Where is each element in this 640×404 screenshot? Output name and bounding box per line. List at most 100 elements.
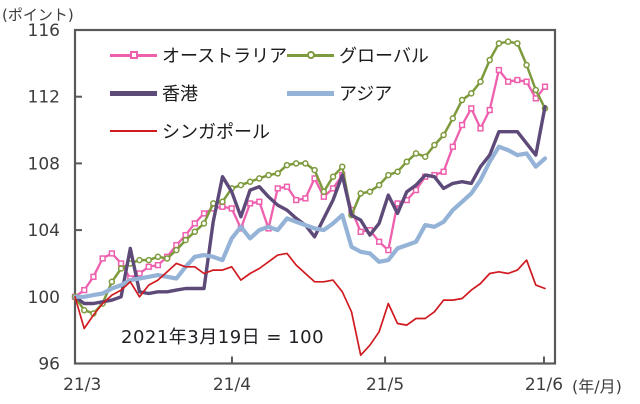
series-marker-australia: [108, 250, 116, 257]
legend-swatch-asia: [287, 85, 334, 101]
x-tick-label: 21/5: [366, 375, 404, 395]
series-marker-global: [495, 40, 503, 47]
series-marker-australia: [182, 231, 189, 239]
series-marker-australia: [458, 121, 466, 129]
series-marker-global: [514, 40, 521, 47]
series-marker-global: [523, 61, 530, 69]
series-marker-global: [108, 278, 116, 286]
legend: オーストラリア グローバル 香港 アジア シンガポール: [110, 41, 429, 145]
series-marker-global: [145, 256, 152, 264]
legend-swatch-australia: [110, 47, 157, 63]
y-tick-label: 108: [28, 154, 60, 174]
series-marker-australia: [256, 198, 263, 205]
legend-label-asia: アジア: [339, 84, 393, 105]
series-marker-global: [154, 253, 162, 261]
legend-item-asia: アジア: [287, 79, 429, 107]
series-marker-global: [357, 190, 364, 197]
series-marker-australia: [274, 185, 281, 192]
series-marker-global: [274, 170, 281, 177]
series-marker-australia: [228, 205, 235, 212]
series-marker-global: [385, 171, 392, 179]
series-marker-global: [449, 115, 457, 122]
series-marker-global: [256, 175, 263, 182]
series-line-hongkong: [73, 104, 547, 306]
series-marker-global: [339, 163, 346, 170]
series-marker-global: [486, 56, 493, 64]
series-marker-global: [477, 78, 484, 85]
series-marker-australia: [283, 183, 291, 190]
series-marker-global: [237, 181, 245, 189]
series-marker-global: [412, 150, 420, 157]
series-marker-australia: [191, 220, 198, 227]
series-marker-global: [136, 256, 143, 264]
legend-swatch-hongkong: [110, 85, 157, 101]
legend-label-australia: オーストラリア: [162, 46, 288, 67]
legend-item-australia: オーストラリア: [110, 41, 287, 69]
series-marker-global: [302, 160, 309, 167]
series-marker-global: [320, 188, 328, 195]
circle-marker-icon: [306, 51, 315, 59]
series-marker-australia: [246, 200, 254, 207]
series-marker-global: [504, 38, 512, 45]
series-marker-australia: [523, 78, 530, 85]
series-marker-global: [403, 158, 411, 165]
series-marker-australia: [117, 260, 125, 267]
y-tick-label: 112: [28, 88, 60, 108]
series-marker-australia: [145, 263, 152, 270]
series-marker-global: [182, 236, 189, 244]
series-line-singapore: [74, 252, 546, 357]
series-marker-australia: [200, 210, 208, 217]
series-marker-australia: [468, 105, 475, 112]
series-marker-australia: [541, 83, 549, 90]
series-marker-global: [468, 90, 475, 97]
series-marker-global: [431, 141, 438, 149]
series-line-global: [73, 40, 547, 315]
series-marker-global: [421, 153, 429, 160]
legend-item-global: グローバル: [287, 41, 429, 69]
series-marker-global: [265, 171, 272, 179]
series-marker-australia: [385, 246, 392, 254]
legend-item-singapore: シンガポール: [110, 117, 287, 145]
series-marker-australia: [320, 193, 327, 200]
y-tick-label: 116: [28, 21, 60, 41]
series-marker-australia: [514, 76, 521, 84]
series-marker-australia: [293, 196, 300, 204]
series-marker-global: [200, 220, 208, 227]
series-line-australia: [73, 68, 547, 298]
base-date-annotation: 2021年3月19日 = 100: [121, 327, 325, 348]
series-marker-australia: [81, 286, 88, 294]
legend-swatch-singapore: [110, 123, 157, 139]
plot-border: [73, 28, 557, 365]
y-tick-label: 96: [38, 355, 60, 375]
series-marker-global: [458, 96, 466, 104]
legend-label-hongkong: 香港: [162, 84, 198, 105]
series-marker-australia: [477, 125, 484, 132]
series-marker-australia: [412, 186, 420, 194]
series-marker-australia: [90, 273, 97, 280]
series-marker-global: [283, 161, 291, 169]
series-marker-global: [440, 131, 447, 139]
series-marker-australia: [99, 255, 106, 262]
legend-swatch-global: [287, 47, 334, 63]
series-marker-global: [394, 168, 401, 175]
series-line-asia: [72, 144, 548, 299]
x-tick-label: 21/4: [213, 375, 251, 395]
series-marker-australia: [440, 168, 447, 175]
series-marker-australia: [154, 261, 162, 269]
series-marker-global: [80, 306, 88, 314]
series-marker-australia: [329, 185, 337, 192]
x-tick-label: 21/3: [63, 375, 101, 395]
series-marker-australia: [302, 195, 309, 202]
series-marker-global: [311, 166, 318, 174]
legend-label-global: グローバル: [339, 46, 429, 67]
y-tick-label: 100: [28, 288, 60, 308]
series-marker-global: [191, 228, 199, 236]
series-marker-global: [366, 188, 374, 195]
series-marker-australia: [495, 66, 503, 74]
series-marker-australia: [357, 228, 364, 235]
series-marker-australia: [486, 106, 493, 114]
x-tick-label: 21/6: [525, 375, 563, 395]
series-marker-global: [329, 173, 337, 180]
y-axis-unit-label: (ポイント): [2, 6, 74, 24]
